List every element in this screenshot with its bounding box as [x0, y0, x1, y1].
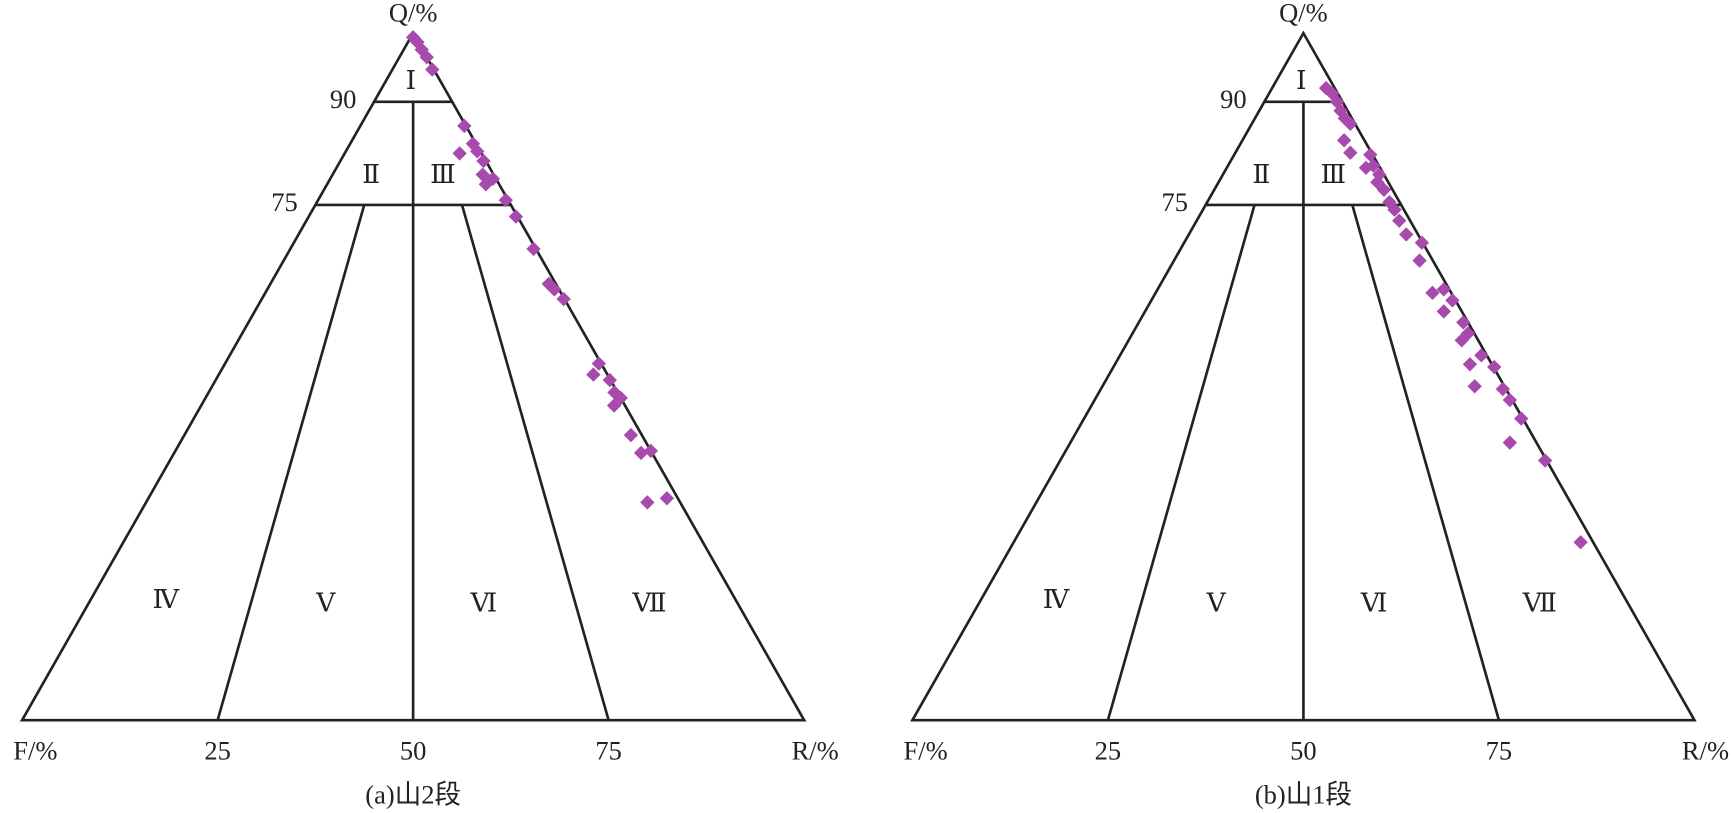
data-point [606, 398, 622, 413]
field-label: Ⅳ [1043, 584, 1070, 614]
right-axis-label: R/% [792, 735, 839, 765]
q-tick-label: 90 [330, 84, 357, 114]
data-point [1425, 285, 1440, 301]
left-axis-label: F/% [904, 735, 948, 765]
data-point [1343, 145, 1358, 160]
data-point [1467, 379, 1482, 394]
data-point [1436, 304, 1451, 319]
q-tick-label: 75 [271, 187, 298, 217]
b-tick-label: 75 [595, 735, 622, 765]
q-tick-label: 75 [1161, 187, 1188, 217]
data-point [1462, 357, 1478, 372]
b-tick-label: 25 [1095, 735, 1122, 765]
data-point [1445, 293, 1460, 308]
right-axis-label: R/% [1682, 735, 1729, 765]
b-tick-label: 50 [400, 735, 427, 765]
data-point [1376, 182, 1392, 197]
caption: (b)山1段 [1255, 780, 1352, 810]
field-label: Ⅳ [152, 584, 179, 614]
data-point [602, 372, 617, 388]
data-point [1336, 133, 1352, 148]
field-label: Ⅱ [1252, 159, 1270, 189]
data-point [476, 153, 491, 169]
ratio-boundary [1106, 204, 1256, 721]
data-point [640, 495, 655, 510]
data-point [1436, 282, 1451, 297]
b-tick-label: 50 [1290, 735, 1317, 765]
top-axis-label: Q/% [389, 0, 438, 28]
left-axis-label: F/% [13, 735, 57, 765]
data-point [1487, 359, 1502, 375]
field-label: Ⅰ [1296, 65, 1306, 95]
q-tick-label: 90 [1220, 84, 1247, 114]
data-point [1474, 348, 1489, 363]
b-tick-label: 25 [204, 735, 231, 765]
caption: (a)山2段 [365, 780, 461, 810]
field-label: Ⅵ [469, 587, 497, 617]
data-point [556, 291, 571, 307]
data-point [425, 62, 440, 77]
data-point [478, 177, 494, 192]
data-point [1573, 535, 1588, 550]
data-point [470, 144, 485, 159]
field-label: Ⅲ [430, 159, 456, 189]
field-label: Ⅶ [631, 587, 666, 617]
field-label: Ⅲ [1320, 159, 1346, 189]
field-label: Ⅴ [1206, 587, 1227, 617]
top-axis-label: Q/% [1279, 0, 1328, 28]
data-point [1454, 333, 1469, 348]
ratio-boundary [460, 204, 610, 721]
data-point [1514, 411, 1529, 426]
ratio-boundary [1351, 204, 1501, 721]
data-point [1414, 235, 1430, 250]
data-point [498, 192, 513, 208]
field-label: Ⅵ [1360, 587, 1388, 617]
data-point [659, 491, 675, 506]
data-point [623, 427, 639, 443]
data-point [1537, 453, 1553, 468]
data-point [1399, 227, 1414, 242]
data-point [1412, 253, 1427, 268]
b-tick-label: 75 [1486, 735, 1513, 765]
data-point [1456, 315, 1471, 330]
data-point [1495, 381, 1511, 397]
field-label: Ⅶ [1522, 587, 1557, 617]
field-label: Ⅴ [315, 587, 336, 617]
data-point [1363, 147, 1378, 162]
data-point [419, 50, 434, 65]
field-label: Ⅰ [406, 65, 416, 95]
field-label: Ⅱ [362, 159, 380, 189]
ratio-boundary [216, 204, 366, 721]
data-point [1502, 435, 1518, 450]
data-point [633, 445, 649, 461]
data-point [1502, 392, 1518, 408]
